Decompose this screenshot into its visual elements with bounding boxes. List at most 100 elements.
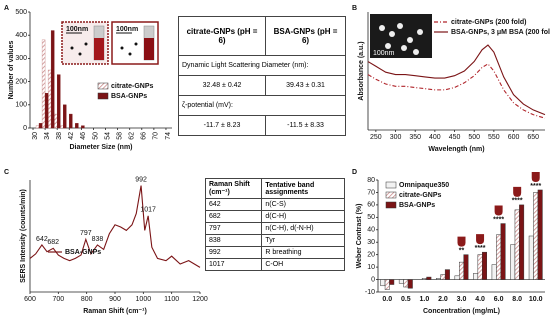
table-c: Raman Shift (cm⁻¹) Tentative band assignm…: [204, 178, 345, 271]
bar: [60, 125, 64, 129]
x-tick-label: 1200: [192, 296, 208, 303]
table-section-title: Dynamic Light Scattering Diameter (nm):: [178, 54, 346, 76]
table-cell: 838: [204, 234, 263, 247]
y-tick-label: 300: [15, 55, 27, 62]
particle: [413, 49, 419, 55]
x-tick-label: 42: [68, 132, 75, 140]
x-axis-label: Diameter Size (nm): [69, 144, 132, 151]
bar: [426, 276, 432, 280]
x-tick-label: 2.0: [438, 296, 448, 303]
bar: [482, 251, 487, 280]
table-header: Tentative band assignments: [261, 178, 345, 199]
bar: [398, 279, 404, 284]
x-tick-label: 550: [488, 134, 500, 141]
x-tick-label: 46: [80, 132, 87, 140]
x-tick-label: 1.0: [420, 296, 430, 303]
y-tick-label: 30: [367, 239, 375, 246]
y-tick-label: 100: [15, 102, 27, 109]
table-cell: n(C-H), d(-N-H): [261, 222, 345, 235]
y-tick-label: -10: [365, 289, 375, 296]
x-tick-label: 500: [468, 134, 480, 141]
table-cell: 1017: [204, 258, 263, 271]
x-tick-label: 300: [390, 134, 402, 141]
x-tick-label: 4.0: [475, 296, 485, 303]
x-tick-label: 8.0: [512, 296, 522, 303]
vial-icon: [513, 186, 522, 197]
table-cell: d(C-H): [261, 210, 345, 223]
x-tick-label: 0.5: [401, 296, 411, 303]
particle: [84, 42, 88, 46]
x-tick-label: 700: [52, 296, 64, 303]
bar: [440, 274, 446, 280]
table-cell: R breathing: [261, 246, 345, 259]
y-tick-label: 400: [15, 32, 27, 39]
bar: [473, 273, 479, 280]
particle: [397, 23, 403, 29]
bar: [533, 192, 539, 280]
x-tick-label: 1000: [136, 296, 152, 303]
y-tick-label: 0: [23, 125, 27, 132]
legend-label: citrate-GNPs (200 fold): [451, 19, 526, 26]
bar: [50, 30, 55, 129]
table-section-title: ζ-potential (mV):: [178, 94, 346, 116]
y-tick-label: 20: [367, 252, 375, 259]
vial-icon: [457, 236, 466, 247]
legend-label: BSA-GNPs: [111, 93, 147, 100]
bar: [69, 113, 73, 129]
inset-scale-label: 100nm: [66, 26, 88, 33]
legend-label: Omnipaque350: [399, 182, 449, 189]
y-axis-label: Number of values: [8, 41, 15, 100]
peak-label: 682: [47, 239, 59, 246]
bar: [537, 189, 543, 280]
significance-label: ****: [530, 183, 541, 190]
particle: [417, 29, 423, 35]
particle: [120, 46, 124, 50]
inset-image: [370, 14, 432, 58]
panel-label: A: [4, 5, 9, 12]
vial-icon: [531, 171, 540, 182]
x-tick-label: 6.0: [494, 296, 504, 303]
bar: [38, 123, 43, 129]
significance-label: **: [459, 248, 465, 255]
bar: [510, 244, 516, 280]
table-cell: Tyr: [261, 234, 345, 247]
table-cell: 682: [204, 210, 263, 223]
x-tick-label: 800: [81, 296, 93, 303]
bar: [491, 264, 497, 280]
x-tick-label: 450: [449, 134, 461, 141]
y-tick-label: 80: [367, 177, 375, 184]
bar: [47, 69, 52, 129]
y-tick-label: 70: [367, 189, 375, 196]
bar: [407, 279, 413, 289]
bar: [63, 104, 67, 129]
bar: [41, 39, 46, 129]
y-tick-label: 500: [15, 9, 27, 16]
x-tick-label: 0.0: [382, 296, 392, 303]
legend-label: BSA-GNPs: [65, 249, 101, 256]
y-axis-label: Weber Contrast (%): [356, 204, 363, 269]
x-tick-label: 62: [129, 132, 136, 140]
table-header: BSA-GNPs (pH = 6): [265, 16, 346, 56]
x-tick-label: 54: [104, 132, 111, 140]
peak-label: 797: [80, 230, 92, 237]
legend-label: citrate-GNPs: [399, 192, 442, 199]
bar: [454, 275, 460, 280]
peak-label: 838: [92, 236, 104, 243]
line: [367, 63, 546, 119]
particle: [407, 37, 413, 43]
bar: [496, 234, 502, 280]
bar: [528, 235, 534, 280]
x-tick-label: 38: [56, 132, 63, 140]
bar: [514, 209, 520, 280]
table-a: citrate-GNPs (pH = 6) BSA-GNPs (pH = 6) D…: [177, 16, 346, 137]
significance-label: ****: [493, 216, 504, 223]
bar: [421, 278, 427, 280]
legend-label: BSA-GNPs: [399, 202, 435, 209]
y-tick-label: 40: [367, 227, 375, 234]
bar: [403, 279, 409, 288]
legend-label: BSA-GNPs, 3 μM BSA (200 fold): [451, 29, 550, 36]
bar: [56, 74, 61, 129]
legend-swatch: [97, 92, 109, 100]
legend-swatch: [385, 201, 397, 209]
